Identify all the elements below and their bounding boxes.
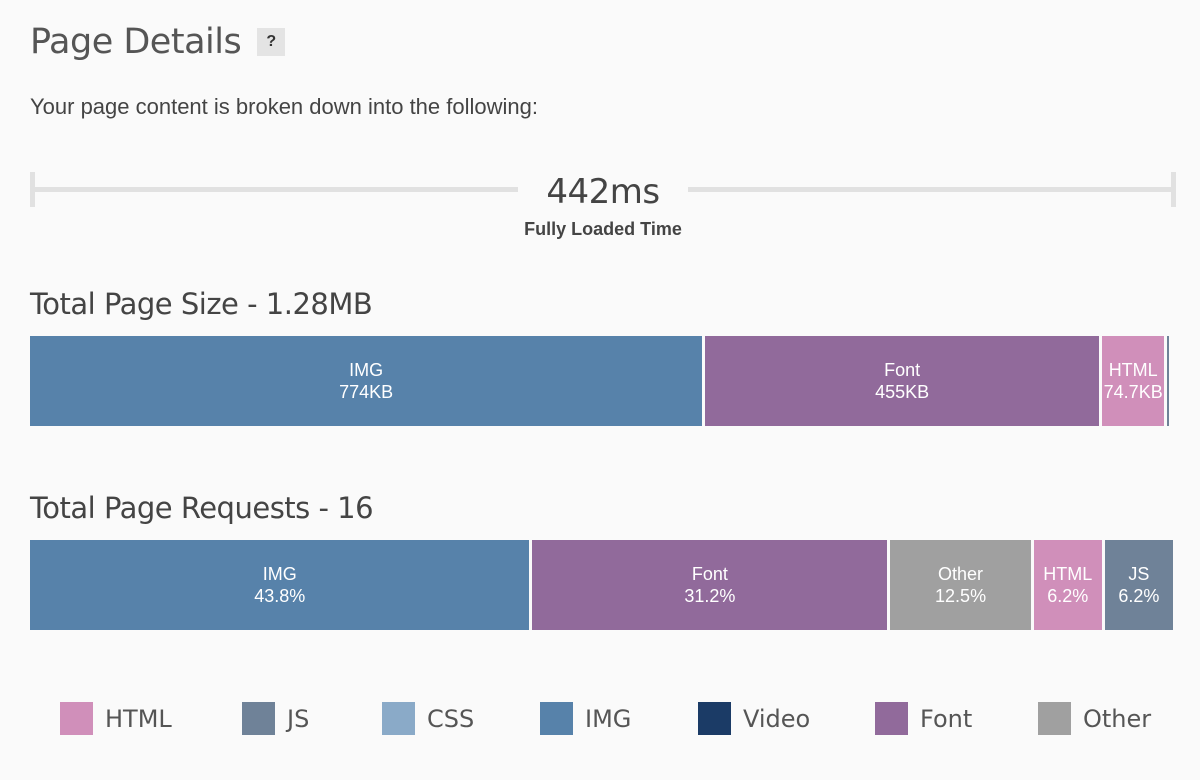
page-size-bar: IMG 774KB Font 455KB HTML 74.7KB xyxy=(30,336,1176,426)
legend-item-html[interactable]: HTML xyxy=(60,702,172,735)
bar-segment-other[interactable] xyxy=(1172,336,1176,426)
other-swatch xyxy=(1038,702,1071,735)
segment-value: 455KB xyxy=(875,382,930,402)
video-swatch xyxy=(698,702,731,735)
legend-item-img[interactable]: IMG xyxy=(540,702,631,735)
page-subtitle: Your page content is broken down into th… xyxy=(30,94,538,119)
segment-label: Font xyxy=(691,564,728,584)
segment-label: IMG xyxy=(349,360,384,380)
img-swatch xyxy=(540,702,573,735)
js-swatch xyxy=(242,702,275,735)
bar-segment-font[interactable]: Font 455KB xyxy=(705,336,1103,426)
segment-value: 12.5% xyxy=(935,586,987,606)
segment-value: 6.2% xyxy=(1118,586,1160,606)
loaded-time-timeline: 442ms xyxy=(30,172,1176,212)
bar-segment-font[interactable]: Font 31.2% xyxy=(532,540,891,630)
segment-value: 6.2% xyxy=(1047,586,1089,606)
segment-label: HTML xyxy=(1043,564,1093,584)
legend-item-font[interactable]: Font xyxy=(875,702,972,735)
legend-item-js[interactable]: JS xyxy=(242,702,309,735)
segment-label: Font xyxy=(884,360,921,380)
legend: HTML JS CSS IMG Video Font Other xyxy=(60,702,1170,738)
title-row: Page Details ? xyxy=(30,22,286,62)
legend-label: JS xyxy=(287,704,310,733)
css-swatch xyxy=(382,702,415,735)
timeline-end-cap xyxy=(1171,172,1176,207)
page-requests-bar: IMG 43.8% Font 31.2% Other 12.5% HTML 6.2% JS 6.2… xyxy=(30,540,1176,630)
segment-value: 774KB xyxy=(339,382,394,402)
segment-label: Other xyxy=(938,564,984,584)
legend-item-css[interactable]: CSS xyxy=(382,702,474,735)
legend-label: CSS xyxy=(427,704,475,733)
segment-label: HTML xyxy=(1108,360,1158,380)
html-swatch xyxy=(60,702,93,735)
segment-value: 31.2% xyxy=(684,586,736,606)
font-swatch xyxy=(875,702,908,735)
legend-label: Font xyxy=(920,704,973,733)
bar-segment-js[interactable] xyxy=(1167,336,1173,426)
bar-segment-html[interactable]: HTML 74.7KB xyxy=(1102,336,1168,426)
segment-value: 43.8% xyxy=(254,586,306,606)
legend-label: IMG xyxy=(585,704,632,733)
timeline-line-right xyxy=(688,187,1176,192)
bar-segment-html[interactable]: HTML 6.2% xyxy=(1033,540,1105,630)
legend-item-video[interactable]: Video xyxy=(698,702,810,735)
page-requests-title: Total Page Requests - 16 xyxy=(30,491,374,525)
legend-label: HTML xyxy=(105,704,172,733)
legend-label: Video xyxy=(743,704,811,733)
segment-label: JS xyxy=(1128,564,1150,584)
page-title: Page Details xyxy=(30,22,242,62)
segment-value: 74.7KB xyxy=(1103,382,1163,402)
legend-item-other[interactable]: Other xyxy=(1038,702,1151,735)
bar-segment-js[interactable]: JS 6.2% xyxy=(1104,540,1176,630)
fully-loaded-time-label: Fully Loaded Time xyxy=(524,219,682,239)
fully-loaded-time-value: 442ms xyxy=(546,172,660,212)
legend-label: Other xyxy=(1083,704,1152,733)
bar-segment-other[interactable]: Other 12.5% xyxy=(890,540,1034,630)
page-size-title: Total Page Size - 1.28MB xyxy=(30,287,373,321)
bar-segment-img[interactable]: IMG 43.8% xyxy=(30,540,533,630)
help-button[interactable]: ? xyxy=(257,28,286,56)
bar-segment-img[interactable]: IMG 774KB xyxy=(30,336,706,426)
segment-label: IMG xyxy=(262,564,297,584)
timeline-line-left xyxy=(30,187,518,192)
